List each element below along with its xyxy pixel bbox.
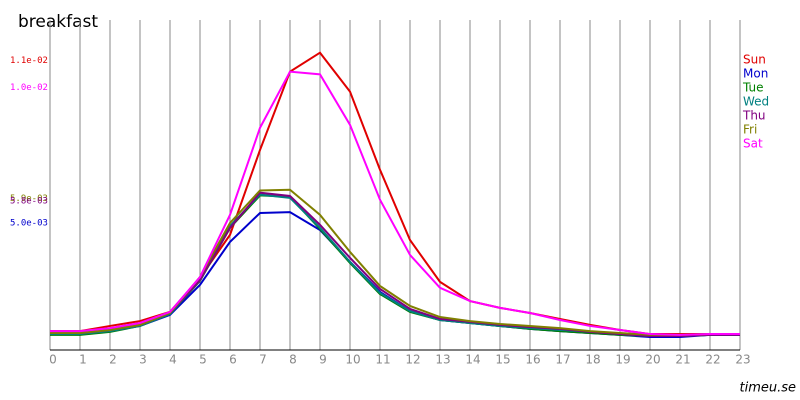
legend-label: Tue	[742, 81, 764, 95]
x-tick-label: 16	[525, 353, 540, 367]
x-tick-label: 7	[259, 353, 267, 367]
x-tick-label: 1	[79, 353, 87, 367]
legend-label: Sun	[743, 53, 766, 67]
line	[50, 194, 740, 337]
y-tick-label: 1.1e-02	[10, 56, 48, 66]
legend-label: Thu	[742, 109, 766, 123]
x-tick-label: 17	[555, 353, 570, 367]
y-tick-label: 5.8e-03	[10, 197, 48, 207]
legend-label: Sat	[743, 137, 763, 151]
source: timeu.se	[739, 381, 796, 396]
legend-label: Wed	[743, 95, 769, 109]
x-tick-label: 14	[465, 353, 480, 367]
x-tick-label: 5	[199, 353, 207, 367]
x-tick-label: 10	[345, 353, 360, 367]
x-tick-label: 18	[585, 353, 600, 367]
x-tick-label: 3	[139, 353, 147, 367]
x-tick-label: 6	[229, 353, 237, 367]
x-tick-label: 19	[615, 353, 630, 367]
line	[50, 188, 740, 336]
x-tick-label: 4	[169, 353, 177, 367]
x-tick-label: 20	[645, 353, 660, 367]
chart-title: breakfast	[18, 12, 98, 32]
legend-label: Fri	[743, 123, 757, 137]
x-tick-label: 22	[705, 353, 720, 367]
line	[50, 70, 740, 336]
line	[50, 51, 740, 336]
x-tick-label: 15	[495, 353, 510, 367]
x-tick-label: 0	[49, 353, 57, 367]
x-tick-label: 8	[289, 353, 297, 367]
y-tick-label: 5.9e-03	[10, 194, 48, 204]
legend-label: Mon	[743, 67, 768, 81]
x-tick-label: 9	[319, 353, 327, 367]
y-tick-label: 1.0e-02	[10, 83, 48, 93]
x-tick-label: 2	[109, 353, 117, 367]
y-tick-label: 5.0e-03	[10, 218, 48, 228]
x-tick-label: 21	[675, 353, 690, 367]
x-tick-label: 23	[735, 353, 750, 367]
x-tick-label: 11	[375, 353, 390, 367]
x-tick-label: 12	[405, 353, 420, 367]
line	[50, 191, 740, 337]
x-tick-label: 13	[435, 353, 450, 367]
line	[50, 193, 740, 337]
